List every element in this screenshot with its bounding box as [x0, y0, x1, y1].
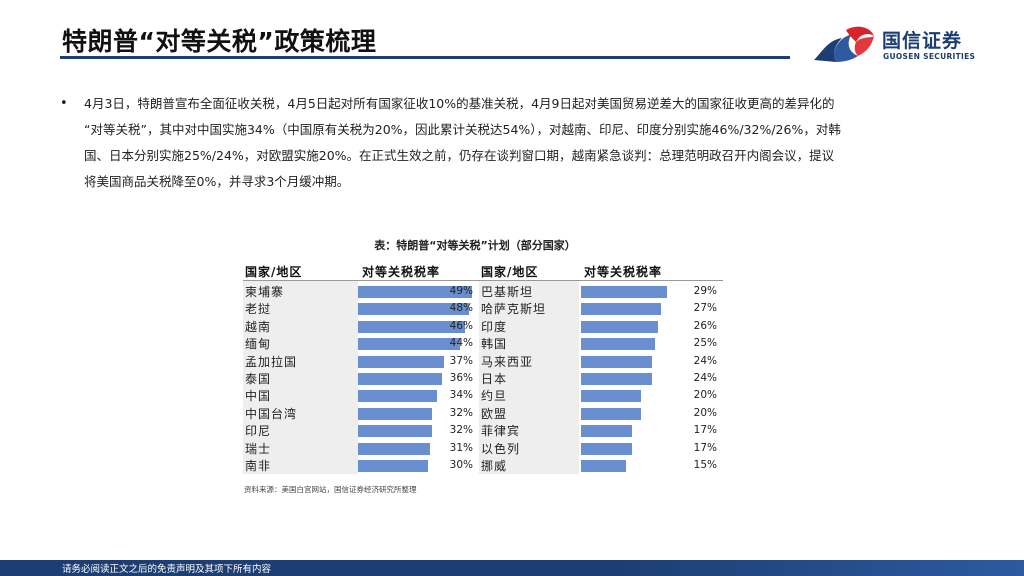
tariff-rate-label: 24%	[693, 354, 717, 367]
tariff-rate-bar	[358, 355, 444, 368]
tariff-rate-bar	[581, 373, 653, 385]
table-header-cell: 国家/地区	[245, 265, 303, 279]
table-title: 表：特朗普“对等关税”计划（部分国家）	[374, 239, 576, 252]
country-name: 中国台湾	[245, 406, 298, 421]
tariff-rate-bar	[358, 442, 430, 455]
tariff-rate-label: 44%	[449, 337, 473, 350]
tariff-rate-label: 49%	[449, 285, 473, 297]
country-name: 越南	[245, 319, 272, 334]
tariff-rate-label: 48%	[449, 302, 473, 315]
tariff-rate-label: 36%	[449, 372, 473, 384]
table-header-cell: 国家/地区	[481, 265, 539, 279]
country-name: 柬埔寨	[245, 285, 285, 299]
country-name: 菲律宾	[481, 424, 521, 439]
country-name: 南非	[245, 459, 272, 473]
tariff-rate-bar	[581, 303, 662, 316]
tariff-rate-label: 20%	[693, 389, 717, 402]
tariff-rate-bar	[358, 338, 461, 351]
logo-english-name: GUOSEN SECURITIES	[883, 52, 976, 61]
paragraph-line: 将美国商品关税降至0%，并寻求3个月缓冲期。	[84, 174, 350, 189]
tariff-rate-bar	[358, 407, 433, 420]
country-name: 欧盟	[481, 406, 508, 421]
country-name: 韩国	[481, 337, 508, 352]
table-header-underline	[243, 280, 723, 281]
tariff-rate-bar	[581, 425, 632, 438]
bullet-marker: •	[60, 96, 68, 111]
tariff-rate-label: 46%	[449, 319, 473, 332]
paragraph-line: 国、日本分别实施25%/24%，对欧盟实施20%。在正式生效之前，仍存在谈判窗口…	[84, 148, 835, 163]
tariff-rate-label: 24%	[693, 372, 717, 384]
country-name: 瑞士	[245, 441, 272, 456]
tariff-rate-bar	[358, 320, 465, 333]
tariff-rate-bar	[581, 460, 626, 472]
country-name: 日本	[481, 372, 508, 386]
country-name: 约旦	[481, 389, 508, 404]
tariff-rate-bar	[581, 286, 668, 298]
paragraph-line: “对等关税”，其中对中国实施34%（中国原有关税为20%，因此累计关税达54%）…	[84, 122, 841, 137]
bullet-paragraph: 4月3日，特朗普宣布全面征收关税，4月5日起对所有国家征收10%的基准关税，4月…	[84, 91, 964, 195]
country-name: 老挝	[245, 302, 272, 317]
country-name: 巴基斯坦	[481, 285, 534, 299]
tariff-rate-bar	[358, 425, 433, 438]
tariff-rate-label: 20%	[693, 406, 717, 419]
tariff-rate-label: 31%	[449, 441, 473, 454]
tariff-rate-bar	[581, 338, 656, 351]
country-name: 泰国	[245, 372, 272, 386]
table-name-column-bg	[479, 281, 579, 474]
country-name: 缅甸	[245, 337, 272, 352]
country-name: 孟加拉国	[245, 354, 298, 369]
tariff-rate-label: 17%	[693, 424, 717, 437]
tariff-rate-label: 29%	[693, 285, 717, 297]
country-name: 马来西亚	[481, 354, 534, 369]
tariff-rate-label: 32%	[449, 424, 473, 437]
tariff-rate-label: 15%	[693, 459, 717, 471]
country-name: 挪威	[481, 459, 508, 473]
tariff-rate-bar	[358, 286, 472, 298]
footer-bar: 请务必阅读正文之后的免责声明及其项下所有内容	[0, 560, 1024, 576]
tariff-rate-label: 34%	[449, 389, 473, 402]
guosen-logo-icon	[814, 26, 874, 62]
logo-chinese-name: 国信证券	[882, 30, 963, 52]
tariff-rate-label: 27%	[693, 302, 717, 315]
table-name-column-bg	[243, 281, 358, 474]
tariff-rate-bar	[581, 442, 632, 455]
title-divider	[60, 56, 790, 59]
page-title: 特朗普“对等关税”政策梳理	[62, 27, 377, 56]
country-name: 哈萨克斯坦	[481, 302, 547, 317]
table-header-cell: 对等关税税率	[584, 265, 663, 279]
country-name: 印尼	[245, 424, 272, 439]
tariff-rate-bar	[358, 303, 470, 316]
country-name: 中国	[245, 389, 272, 404]
tariff-rate-bar	[581, 320, 659, 333]
tariff-rate-label: 26%	[693, 319, 717, 332]
tariff-rate-bar	[358, 460, 428, 472]
tariff-rate-label: 37%	[449, 354, 473, 367]
footer-disclaimer: 请务必阅读正文之后的免责声明及其项下所有内容	[62, 564, 272, 575]
paragraph-line: 4月3日，特朗普宣布全面征收关税，4月5日起对所有国家征收10%的基准关税，4月…	[84, 96, 835, 111]
tariff-rate-bar	[581, 390, 641, 403]
country-name: 以色列	[481, 441, 521, 456]
tariff-rate-label: 32%	[449, 406, 473, 419]
tariff-rate-bar	[581, 355, 653, 368]
tariff-rate-label: 30%	[449, 459, 473, 471]
tariff-rate-bar	[358, 373, 442, 385]
country-name: 印度	[481, 319, 508, 334]
source-note: 资料来源：美国白宫网站，国信证券经济研究所整理	[244, 485, 417, 494]
tariff-rate-label: 25%	[693, 337, 717, 350]
tariff-rate-bar	[358, 390, 437, 403]
company-logo: 国信证券 GUOSEN SECURITIES	[812, 22, 1012, 66]
tariff-rate-label: 17%	[693, 441, 717, 454]
table-header-cell: 对等关税税率	[362, 265, 441, 279]
tariff-rate-bar	[581, 407, 641, 420]
